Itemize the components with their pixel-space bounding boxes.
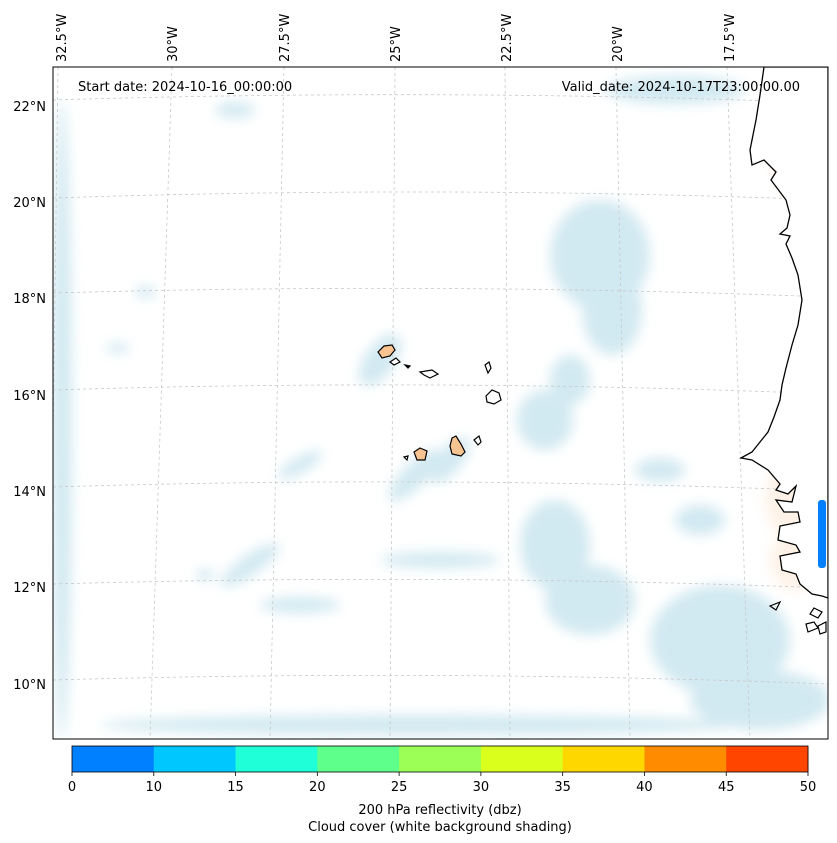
colorbar-tick-label: 30 <box>473 780 490 795</box>
colorbar-tick-label: 35 <box>554 780 571 795</box>
start-date-label: Start date: 2024-10-16_00:00:00 <box>78 80 292 95</box>
lon-label: 25°W <box>389 26 404 62</box>
colorbar-swatch <box>72 746 155 772</box>
colorbar-tick-label: 25 <box>391 780 408 795</box>
lat-label: 10°N <box>13 678 46 693</box>
lat-label: 20°N <box>13 196 46 211</box>
lon-label: 17.5°W <box>723 14 738 62</box>
colorbar-tick-label: 45 <box>718 780 735 795</box>
cape-verde-islands <box>377 344 502 462</box>
gridlines <box>53 67 828 739</box>
lon-label: 32.5°W <box>55 14 70 62</box>
africa-coastline <box>739 67 828 599</box>
colorbar-label-line1: 200 hPa reflectivity (dbz) <box>358 803 521 818</box>
colorbar-swatch <box>235 746 318 772</box>
cloud-cover-shading <box>53 76 828 739</box>
colorbar-swatch <box>317 746 400 772</box>
colorbar-ticks: 0 10 15 20 25 30 35 40 45 50 <box>68 772 816 795</box>
valid-date-label: Valid_date: 2024-10-17T23:00:00.00 <box>562 80 800 95</box>
lat-label: 22°N <box>13 100 46 115</box>
lat-label: 14°N <box>13 485 46 500</box>
colorbar-label-line2: Cloud cover (white background shading) <box>308 820 572 835</box>
colorbar-swatch <box>480 746 564 772</box>
coast-islands <box>768 600 827 635</box>
colorbar-swatch <box>644 746 727 772</box>
map-frame <box>52 66 829 740</box>
lat-label: 18°N <box>13 292 46 307</box>
colorbar-tick-label: 20 <box>309 780 326 795</box>
lon-label: 20°W <box>611 26 626 62</box>
colorbar-tick-label: 0 <box>68 780 76 795</box>
longitude-labels: 32.5°W 30°W 27.5°W 25°W 22.5°W 20°W 17.5… <box>55 14 738 62</box>
colorbar-tick-label: 50 <box>800 780 817 795</box>
colorbar: 0 10 15 20 25 30 35 40 45 50 200 hPa reflectivity… <box>68 745 816 835</box>
reflectivity-blob <box>818 500 826 568</box>
lat-label: 12°N <box>13 581 46 596</box>
colorbar-swatches <box>72 746 809 772</box>
colorbar-tick-label: 40 <box>636 780 653 795</box>
colorbar-swatch <box>399 746 482 772</box>
lon-label: 22.5°W <box>500 14 515 62</box>
colorbar-swatch <box>562 746 645 772</box>
colorbar-swatch <box>153 746 237 772</box>
colorbar-swatch <box>726 746 809 772</box>
colorbar-tick-label: 10 <box>146 780 163 795</box>
latitude-labels: 22°N 20°N 18°N 16°N 14°N 12°N 10°N <box>13 100 46 693</box>
map-area: Start date: 2024-10-16_00:00:00 Valid_da… <box>53 67 828 739</box>
lon-label: 30°W <box>166 26 181 62</box>
lon-label: 27.5°W <box>278 14 293 62</box>
colorbar-tick-label: 15 <box>227 780 244 795</box>
colorbar-frame <box>71 745 809 773</box>
lat-label: 16°N <box>13 389 46 404</box>
